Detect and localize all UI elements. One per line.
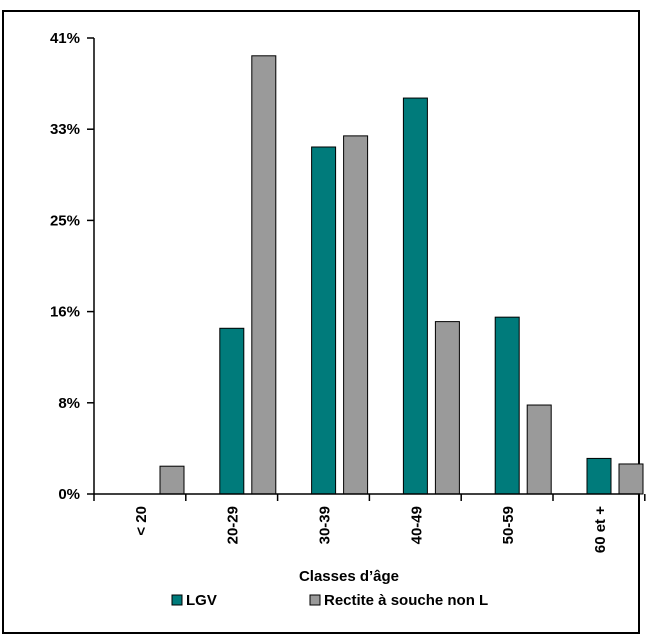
bar-lgv-3 [402,97,428,495]
bars [159,55,644,495]
x-tick-label: 30-39 [317,506,334,544]
x-tick-label: 20-29 [225,506,242,544]
bar-lgv-5 [586,457,612,495]
legend-swatch [171,594,183,606]
bar-lgv-2 [311,146,337,495]
legend-label: Rectite à souche non L [324,592,488,609]
y-axis-ticks: 0% 8% 16% 25% 33% 41% [50,30,94,503]
bar-lgv-4 [494,316,520,495]
legend: LGV Rectite à souche non L [171,592,488,609]
x-tick-label: 50-59 [500,506,517,544]
bar-rectite-4 [526,404,552,495]
x-axis-title: Classes d’âge [299,568,399,585]
bar-rectite-1 [251,55,277,495]
y-tick-label: 0% [58,486,80,503]
x-tick-label: 60 et + [592,506,609,553]
y-tick-label: 8% [58,395,80,412]
y-tick-label: 25% [50,212,80,229]
bar-lgv-1 [219,327,245,495]
axes [93,38,640,495]
x-axis-tick-labels: < 20 20-29 30-39 40-49 50-59 60 et + [93,494,646,553]
legend-swatch [309,594,321,606]
bar-rectite-3 [434,321,460,495]
legend-label: LGV [186,592,217,609]
bar-rectite-0 [159,465,185,495]
y-tick-label: 41% [50,30,80,47]
y-tick-label: 16% [50,304,80,321]
y-tick-label: 33% [50,121,80,138]
bar-rectite-5 [618,463,644,495]
x-tick-label: < 20 [133,506,150,536]
x-tick-label: 40-49 [408,506,425,544]
bar-rectite-2 [343,135,369,495]
